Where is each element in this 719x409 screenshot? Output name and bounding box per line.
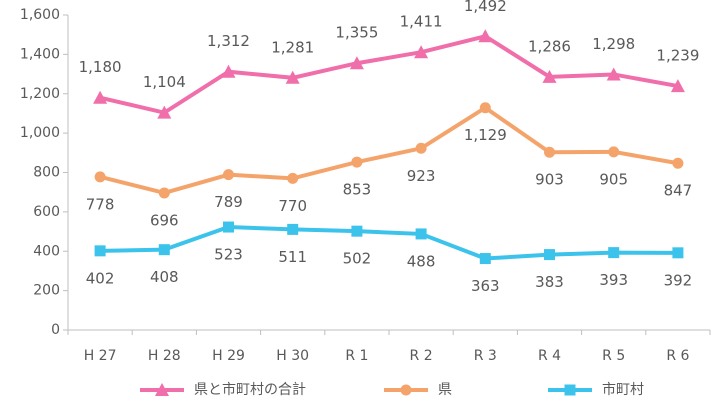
- data-label: 905: [599, 170, 628, 188]
- data-point: [672, 247, 684, 259]
- data-point: [223, 221, 234, 233]
- series-line: [100, 225, 678, 261]
- data-point: [608, 247, 620, 259]
- data-point: [94, 171, 106, 183]
- data-point: [158, 244, 170, 256]
- x-tick-label: H 30: [276, 348, 309, 364]
- data-point: [542, 69, 557, 83]
- data-point: [414, 45, 429, 59]
- data-label: 1,411: [400, 13, 443, 31]
- legend-label: 県: [438, 382, 452, 398]
- data-point: [672, 157, 684, 169]
- y-tick-label: 1,000: [20, 125, 60, 141]
- data-point: [351, 156, 363, 168]
- data-label: 1,104: [143, 73, 186, 91]
- data-point: [606, 67, 621, 81]
- data-label: 903: [535, 171, 564, 189]
- data-point: [351, 225, 363, 237]
- x-tick-label: R 5: [602, 348, 625, 364]
- data-point: [544, 249, 555, 261]
- data-point: [479, 253, 491, 265]
- data-point: [221, 64, 236, 78]
- x-tick-label: H 27: [84, 348, 117, 364]
- data-label: 523: [214, 246, 243, 264]
- y-tick-label: 400: [33, 243, 60, 259]
- data-point: [94, 245, 106, 257]
- data-point: [415, 142, 427, 154]
- data-label: 1,180: [79, 58, 122, 76]
- x-tick-label: R 6: [666, 348, 689, 364]
- series-line: [99, 34, 679, 115]
- x-tick-label: R 1: [345, 348, 368, 364]
- data-label: 488: [407, 252, 436, 270]
- x-tick-label: R 4: [538, 348, 561, 364]
- data-point: [544, 146, 555, 158]
- y-tick-label: 1,200: [20, 86, 60, 102]
- data-point: [158, 187, 170, 199]
- x-tick-label: H 29: [212, 348, 245, 364]
- legend-marker: [400, 384, 412, 396]
- data-label: 1,492: [464, 0, 507, 15]
- series-line: [99, 105, 679, 196]
- data-label: 1,298: [592, 35, 635, 53]
- data-label: 1,281: [271, 38, 314, 56]
- data-label: 1,312: [207, 32, 250, 50]
- legend-label: 市町村: [602, 381, 644, 398]
- data-label: 853: [343, 181, 372, 199]
- data-label: 1,355: [335, 24, 378, 42]
- data-point: [157, 105, 172, 119]
- y-tick-label: 200: [33, 283, 60, 299]
- y-tick-label: 600: [33, 204, 60, 220]
- data-label: 778: [86, 195, 115, 213]
- data-point: [415, 228, 427, 240]
- y-tick-label: 800: [33, 165, 60, 181]
- data-label: 392: [664, 271, 693, 289]
- data-point: [478, 29, 493, 43]
- data-label: 696: [150, 211, 179, 229]
- data-point: [287, 223, 299, 235]
- data-label: 511: [278, 248, 307, 266]
- data-label: 502: [343, 250, 372, 268]
- data-label: 847: [664, 182, 693, 200]
- y-tick-label: 0: [51, 322, 60, 338]
- x-tick-label: R 2: [410, 348, 433, 364]
- data-point: [287, 172, 299, 184]
- data-label: 1,239: [656, 47, 699, 65]
- data-label: 789: [214, 193, 243, 211]
- legend-marker: [155, 383, 169, 396]
- data-point: [93, 90, 108, 104]
- data-label: 770: [278, 197, 307, 215]
- data-label: 383: [535, 273, 564, 291]
- data-point: [285, 70, 300, 84]
- x-tick-label: H 28: [148, 348, 181, 364]
- data-point: [223, 169, 234, 181]
- data-label: 402: [86, 269, 115, 287]
- data-label: 1,129: [464, 126, 507, 144]
- data-point: [349, 56, 364, 70]
- data-point: [608, 146, 620, 158]
- legend-label: 県と市町村の合計: [194, 381, 306, 398]
- data-label: 393: [599, 271, 628, 289]
- data-point: [670, 79, 685, 93]
- y-tick-label: 1,600: [20, 7, 60, 23]
- data-label: 363: [471, 277, 500, 295]
- data-label: 923: [407, 167, 436, 185]
- data-point: [479, 102, 491, 114]
- y-tick-label: 1,400: [20, 46, 60, 62]
- x-tick-label: R 3: [474, 348, 497, 364]
- data-label: 1,286: [528, 37, 571, 55]
- legend-marker: [564, 384, 576, 396]
- data-label: 408: [150, 268, 179, 286]
